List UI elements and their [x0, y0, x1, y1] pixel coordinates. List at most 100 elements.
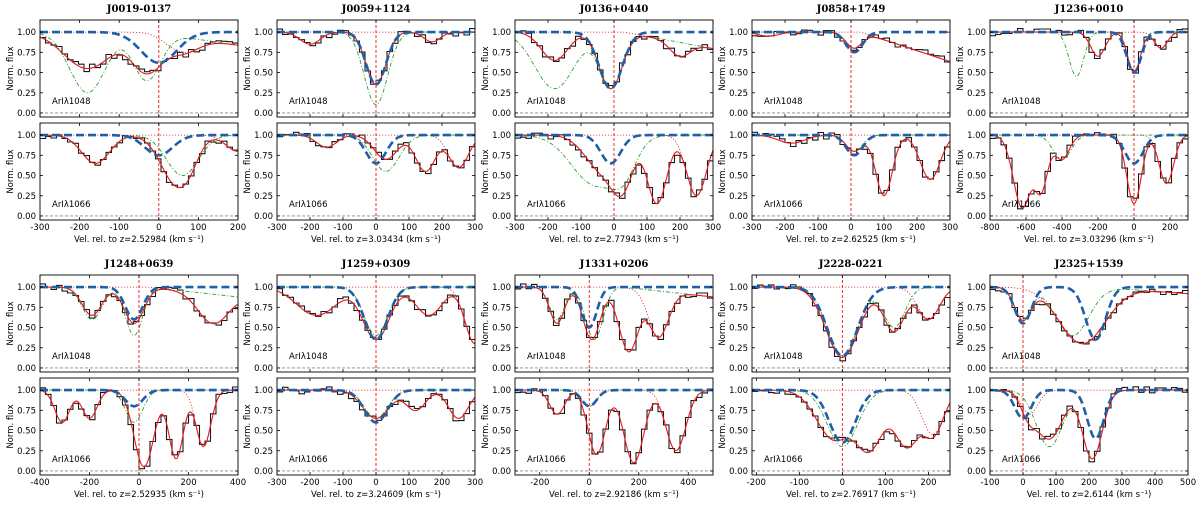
y-axis-label: Norm. flux: [243, 301, 253, 345]
contaminant-model-line: [515, 389, 713, 451]
y-tick-label: 0.25: [17, 447, 36, 457]
x-tick-label: 100: [401, 223, 417, 233]
alternate-model-line: [40, 286, 238, 337]
x-tick-label: 200: [434, 478, 450, 488]
total-model-line: [990, 31, 1188, 74]
arI-component-line: [752, 133, 950, 157]
ion-label: ArIλ1048: [289, 97, 327, 107]
alternate-model-line: [40, 389, 238, 423]
y-tick-label: 1.00: [254, 131, 273, 141]
y-tick-label: 0.50: [967, 172, 986, 182]
x-tick-label: 200: [672, 223, 688, 233]
subplot-title: J2325+1539: [1054, 259, 1124, 270]
ion-label: ArIλ1048: [527, 352, 565, 362]
x-tick-label: -100: [980, 478, 999, 488]
x-tick-label: 300: [467, 478, 483, 488]
plot-area: [752, 275, 950, 372]
contaminant-model-line: [40, 31, 238, 53]
y-axis-label: Norm. flux: [6, 149, 16, 193]
y-tick-label: 0.75: [254, 48, 273, 58]
x-tick-label: -800: [980, 223, 999, 233]
arI-component-line: [40, 285, 238, 321]
alternate-model-line: [752, 134, 950, 152]
subplot-title: J2228-0221: [818, 259, 884, 270]
x-tick-label: 200: [1162, 223, 1178, 233]
y-tick-label: 0.75: [17, 303, 36, 313]
ion-label: ArIλ1066: [764, 455, 802, 465]
ion-label: ArIλ1048: [1002, 97, 1040, 107]
x-tick-label: -300: [267, 478, 286, 488]
contaminant-model-line: [990, 389, 1188, 415]
ion-label: ArIλ1048: [52, 97, 90, 107]
subplot-title: J1259+0309: [341, 259, 411, 270]
y-axis-label: Norm. flux: [6, 404, 16, 448]
ion-label: ArIλ1048: [764, 352, 802, 362]
alternate-model-line: [515, 286, 713, 341]
arI-component-line: [752, 30, 950, 54]
x-tick-label: 300: [467, 223, 483, 233]
y-tick-label: 0.50: [254, 69, 273, 79]
y-tick-label: 1.00: [729, 131, 748, 141]
x-tick-label: 0: [156, 223, 161, 233]
total-model-line: [40, 286, 238, 325]
panel-arI1066: 0.00 0.25 0.50 0.75 1.00 -300 -200 -100 0 100 200 N…: [6, 122, 246, 233]
y-axis-label: Norm. flux: [956, 404, 966, 448]
ion-label: ArIλ1048: [764, 97, 802, 107]
y-tick-label: 0.00: [729, 212, 748, 222]
y-tick-label: 0.25: [967, 447, 986, 457]
panel-arI1066: 0.00 0.25 0.50 0.75 1.00 -300 -200 -100 0 100 200 3…: [718, 122, 958, 233]
x-tick-label: -200: [80, 478, 99, 488]
y-tick-label: 0.25: [17, 344, 36, 354]
y-tick-label: 0.25: [254, 447, 273, 457]
arI-component-line: [990, 285, 1188, 342]
x-tick-label: -200: [300, 478, 319, 488]
observed-spectrum: [277, 288, 475, 341]
y-tick-label: 1.00: [729, 283, 748, 293]
y-tick-label: 1.00: [492, 283, 511, 293]
x-tick-label: 100: [639, 223, 655, 233]
total-model-line: [515, 286, 713, 353]
x-tick-label: 500: [1180, 478, 1196, 488]
y-axis-label: Norm. flux: [6, 46, 16, 90]
x-axis-label: Vel. rel. to z=3.03434 (km s⁻¹): [311, 235, 441, 245]
y-tick-label: 0.75: [254, 151, 273, 161]
subplot-title: J0858+1749: [816, 4, 886, 15]
x-tick-label: -300: [742, 223, 761, 233]
total-model-line: [277, 134, 475, 173]
y-tick-label: 0.00: [729, 467, 748, 477]
axes-frame: [751, 274, 951, 373]
y-tick-label: 0.50: [17, 69, 36, 79]
plot-area: [990, 123, 1188, 220]
y-tick-label: 0.25: [729, 89, 748, 99]
x-tick-label: -100: [333, 478, 352, 488]
ion-label: ArIλ1066: [527, 455, 565, 465]
y-tick-label: 0.00: [254, 109, 273, 119]
x-tick-label: -200: [538, 223, 557, 233]
ion-label: ArIλ1048: [289, 352, 327, 362]
arI-component-line: [277, 388, 475, 424]
y-tick-label: 0.50: [254, 172, 273, 182]
y-axis-label: Norm. flux: [956, 46, 966, 90]
y-axis-label: Norm. flux: [956, 301, 966, 345]
ion-label: ArIλ1066: [52, 200, 90, 210]
y-tick-label: 0.75: [492, 303, 511, 313]
y-tick-label: 0.75: [967, 406, 986, 416]
x-tick-label: -200: [775, 223, 794, 233]
x-tick-label: 400: [680, 478, 696, 488]
x-tick-label: -100: [333, 223, 352, 233]
alternate-model-line: [990, 134, 1188, 160]
y-tick-label: 0.25: [492, 192, 511, 202]
y-tick-label: 0.75: [967, 303, 986, 313]
plot-area: [515, 378, 713, 475]
y-tick-label: 0.00: [492, 364, 511, 374]
ion-label: ArIλ1048: [1002, 352, 1040, 362]
y-tick-label: 0.50: [492, 172, 511, 182]
y-axis-label: Norm. flux: [718, 404, 728, 448]
